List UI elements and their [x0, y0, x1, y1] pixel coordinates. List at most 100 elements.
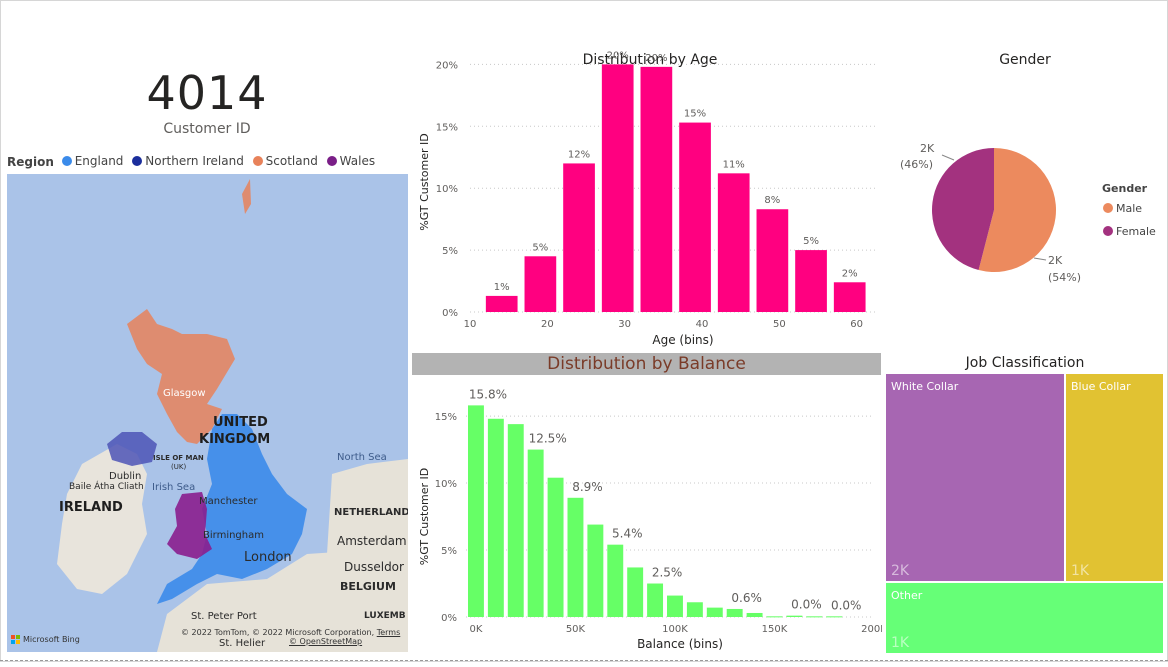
balance-bar[interactable] — [726, 608, 743, 617]
kpi-label: Customer ID — [163, 121, 251, 137]
pie-leader-female — [941, 154, 955, 161]
legend-item-wales[interactable]: Wales — [326, 154, 375, 168]
age-data-label: 20% — [607, 50, 629, 61]
balance-data-label: 2.5% — [652, 566, 683, 580]
tile-value-white-collar: 2K — [891, 563, 910, 579]
job-treemap: White Collar 2K Blue Collar 1K Other 1K — [886, 374, 1164, 654]
balance-bar[interactable] — [527, 449, 544, 617]
balance-bar[interactable] — [686, 602, 703, 617]
balance-data-label: 12.5% — [529, 432, 567, 446]
balance-data-label: 5.4% — [612, 527, 643, 541]
age-bar[interactable] — [717, 173, 750, 312]
balance-bar[interactable] — [786, 615, 803, 617]
gender-legend-dot — [1103, 226, 1113, 236]
age-x-axis-label: Age (bins) — [652, 333, 713, 347]
balance-bar[interactable] — [667, 595, 683, 617]
map-label-baile: Baile Átha Cliath — [69, 482, 144, 492]
balance-bar[interactable] — [587, 524, 604, 617]
age-chart: 0% 5% 10% 15% 20% 10 20 30 40 50 60 1% 5% 12% 20% 20% 15… — [418, 50, 876, 347]
age-bar[interactable] — [563, 163, 595, 312]
age-bar[interactable] — [524, 256, 557, 312]
age-y-tick: 0% — [442, 308, 458, 319]
age-y-axis-label: %GT Customer ID — [418, 133, 431, 230]
age-data-label: 12% — [568, 149, 590, 160]
map-label-netherlands: NETHERLAND — [334, 507, 408, 518]
age-x-tick: 60 — [850, 319, 863, 330]
balance-bar[interactable] — [627, 567, 644, 617]
treemap-tile-blue-collar[interactable]: Blue Collar 1K — [1066, 374, 1163, 581]
region-england[interactable] — [157, 414, 307, 604]
age-bar[interactable] — [679, 122, 711, 312]
region-northern-ireland[interactable] — [107, 432, 157, 466]
region-map[interactable]: Glasgow UNITED KINGDOM ISLE OF MAN (UK) … — [7, 174, 408, 652]
map-label-luxemb: LUXEMB — [364, 611, 406, 621]
legend-item-england[interactable]: England — [61, 154, 124, 168]
age-data-label: 5% — [532, 242, 548, 253]
balance-bar[interactable] — [706, 607, 723, 617]
balance-x-tick: 200K — [861, 624, 882, 635]
balance-data-label: 0.6% — [731, 591, 762, 605]
region-scotland-islands[interactable] — [242, 179, 251, 214]
osm-link[interactable]: © OpenStreetMap — [289, 637, 363, 646]
age-y-tick: 5% — [442, 246, 458, 257]
gender-chart-title: Gender — [999, 52, 1051, 68]
map-shapes — [57, 179, 408, 652]
balance-bar[interactable] — [567, 497, 584, 617]
age-bar[interactable] — [833, 282, 866, 312]
age-y-tick: 20% — [436, 60, 458, 71]
map-label-uk: (UK) — [171, 463, 187, 471]
age-bar[interactable] — [485, 295, 518, 312]
age-data-label: 8% — [764, 195, 780, 206]
legend-dot-england — [61, 156, 72, 166]
balance-x-tick: 50K — [566, 624, 586, 635]
pie-leader-male — [1033, 257, 1047, 261]
age-bar[interactable] — [756, 209, 789, 312]
age-bar[interactable] — [795, 250, 827, 312]
treemap-tile-other[interactable]: Other 1K — [886, 583, 1163, 653]
treemap-tile-white-collar[interactable]: White Collar 2K — [886, 374, 1064, 581]
gender-slice-female[interactable] — [932, 148, 994, 271]
age-x-tick: 40 — [696, 319, 709, 330]
legend-item-northern-ireland[interactable]: Northern Ireland — [132, 154, 244, 168]
age-x-tick: 50 — [773, 319, 786, 330]
balance-x-tick: 0K — [469, 624, 482, 635]
land-france — [157, 552, 337, 652]
gender-legend-label[interactable]: Male — [1116, 202, 1142, 215]
gender-slice-male[interactable] — [978, 148, 1056, 272]
age-data-label: 5% — [803, 236, 819, 247]
balance-bar[interactable] — [806, 616, 823, 618]
balance-bar[interactable] — [826, 616, 843, 618]
terms-link[interactable]: Terms — [376, 628, 401, 637]
age-data-label: 1% — [494, 282, 510, 293]
age-bar[interactable] — [601, 64, 634, 312]
kpi-value: 4014 — [146, 66, 268, 120]
balance-bar[interactable] — [746, 612, 763, 617]
tile-value-blue-collar: 1K — [1071, 563, 1090, 579]
gender-chart: 2K (54%) 2K (46%) Gender Male Female — [900, 142, 1156, 284]
tile-label-blue-collar: Blue Collar — [1071, 380, 1131, 393]
land-continent — [327, 459, 408, 652]
legend-label-england: England — [74, 154, 124, 168]
map-label-manchester: Manchester — [199, 496, 258, 507]
job-chart-title: Job Classification — [965, 355, 1085, 371]
gender-legend-label[interactable]: Female — [1116, 225, 1156, 238]
balance-chart: 0% 5% 10% 15% 0K 50K 100K 150K 200K 15.8% 12.5% 8.9… — [418, 387, 882, 651]
age-chart-title: Distribution by Age — [582, 52, 718, 68]
balance-bar[interactable] — [507, 424, 524, 617]
balance-bar[interactable] — [547, 477, 564, 617]
map-label-ireland: IRELAND — [59, 500, 123, 515]
region-wales[interactable] — [167, 492, 212, 559]
map-label-belgium: BELGIUM — [340, 580, 396, 593]
balance-bar[interactable] — [487, 418, 504, 617]
region-scotland[interactable] — [127, 309, 235, 444]
map-label-dublin: Dublin — [109, 471, 142, 482]
balance-bar[interactable] — [647, 583, 664, 617]
balance-bar[interactable] — [766, 616, 783, 618]
balance-bar[interactable] — [467, 405, 484, 617]
balance-bar[interactable] — [607, 544, 624, 617]
legend-dot-scotland — [252, 156, 263, 166]
legend-item-scotland[interactable]: Scotland — [252, 154, 318, 168]
age-bar[interactable] — [640, 66, 673, 312]
map-label-irish-sea: Irish Sea — [152, 482, 196, 493]
map-label-isle-of-man: ISLE OF MAN — [153, 454, 204, 462]
